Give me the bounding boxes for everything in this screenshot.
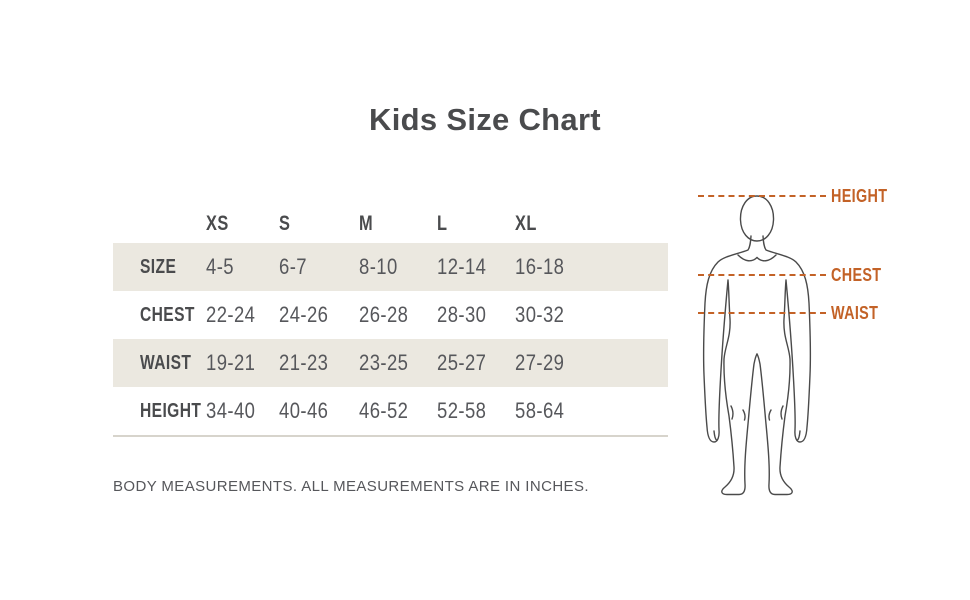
size-value: 8-10 (359, 254, 398, 279)
size-value: 52-58 (437, 398, 487, 423)
size-value: 21-23 (279, 350, 329, 375)
size-value: 23-25 (359, 350, 409, 375)
column-header-xl: XL (515, 211, 537, 235)
chest-measure-line (698, 274, 826, 276)
head-outline (739, 195, 775, 242)
height-annotation-label: HEIGHT (831, 186, 888, 206)
column-header-s: S (279, 211, 291, 235)
chest-annotation-label: CHEST (831, 265, 882, 285)
waist-measure-line (698, 312, 826, 314)
size-value: 27-29 (515, 350, 565, 375)
column-header-xs: XS (206, 211, 229, 235)
size-value: 26-28 (359, 302, 409, 327)
footnote: BODY MEASUREMENTS. ALL MEASUREMENTS ARE … (113, 478, 589, 495)
page-title: Kids Size Chart (369, 102, 601, 137)
table-row-waist: WAIST 19-21 21-23 23-25 25-27 27-29 (113, 339, 668, 387)
waist-annotation-label: WAIST (831, 303, 879, 323)
size-value: 58-64 (515, 398, 565, 423)
column-header-l: L (437, 211, 448, 235)
size-table: XS S M L XL SIZE 4-5 6-7 8-10 12-14 16-1… (113, 204, 668, 437)
size-value: 22-24 (206, 302, 256, 327)
size-value: 30-32 (515, 302, 565, 327)
row-label: HEIGHT (140, 399, 202, 422)
row-label: CHEST (140, 303, 195, 326)
size-value: 24-26 (279, 302, 329, 327)
height-measure-line (698, 195, 826, 197)
size-value: 4-5 (206, 254, 234, 279)
table-row-chest: CHEST 22-24 24-26 26-28 28-30 30-32 (113, 291, 668, 339)
column-header-m: M (359, 211, 374, 235)
row-label: WAIST (140, 351, 192, 374)
size-value: 16-18 (515, 254, 565, 279)
size-value: 28-30 (437, 302, 487, 327)
row-label: SIZE (140, 255, 177, 278)
size-value: 6-7 (279, 254, 307, 279)
measurement-figure: HEIGHT CHEST WAIST (688, 183, 970, 523)
size-value: 40-46 (279, 398, 329, 423)
size-value: 12-14 (437, 254, 487, 279)
size-value: 25-27 (437, 350, 487, 375)
child-body-outline-illustration (702, 195, 812, 496)
table-row-height: HEIGHT 34-40 40-46 46-52 52-58 58-64 (113, 387, 668, 435)
size-value: 34-40 (206, 398, 256, 423)
size-value: 19-21 (206, 350, 256, 375)
size-table-header-row: XS S M L XL (113, 204, 668, 243)
size-value: 46-52 (359, 398, 409, 423)
table-row-size: SIZE 4-5 6-7 8-10 12-14 16-18 (113, 243, 668, 291)
